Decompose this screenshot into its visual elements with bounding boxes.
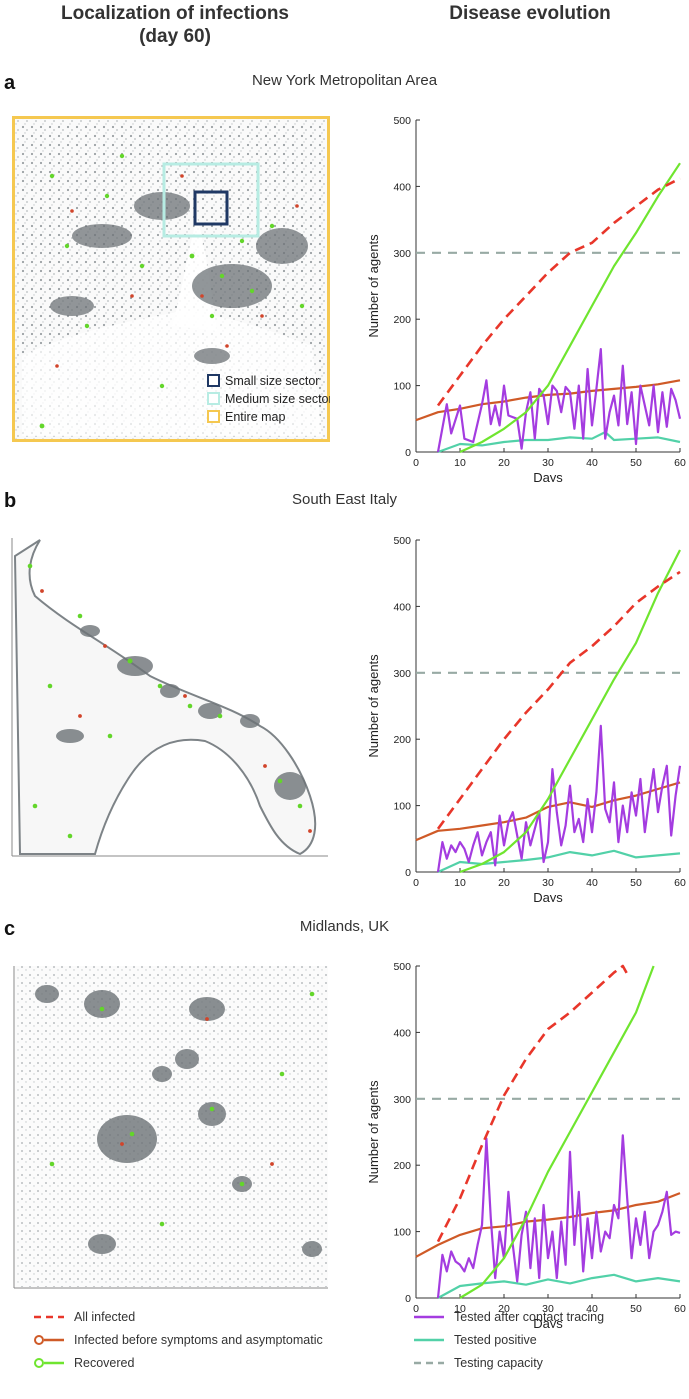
- series-line-all-infected: [436, 964, 632, 1243]
- y-tick-label: 400: [393, 1027, 411, 1039]
- legend-tested-positive: Tested positive: [412, 1333, 537, 1347]
- x-axis-label: Days: [533, 470, 563, 482]
- map-midlands-uk: [13, 966, 328, 1289]
- legend-swatch-all-infected: [34, 1315, 64, 1319]
- x-tick-label: 40: [586, 877, 598, 889]
- x-tick-label: 40: [586, 457, 598, 469]
- series-line-tested-tracing: [436, 724, 682, 873]
- x-tick-label: 30: [542, 877, 554, 889]
- x-tick-label: 0: [413, 877, 419, 889]
- legend-swatch-tested-tracing: [414, 1315, 444, 1319]
- y-tick-label: 200: [393, 314, 411, 326]
- left-column-header: Localization of infections (day 60): [60, 3, 289, 47]
- y-tick-label: 0: [405, 1293, 411, 1305]
- x-tick-label: 40: [586, 1303, 598, 1315]
- legend-label-testing-capacity: Testing capacity: [454, 1356, 543, 1370]
- y-tick-label: 300: [393, 668, 411, 680]
- y-tick-label: 100: [393, 801, 411, 813]
- y-tick-label: 0: [405, 447, 411, 459]
- y-tick-label: 400: [393, 181, 411, 193]
- panel-letter-c: c: [4, 918, 16, 940]
- panel-letter-b: b: [4, 490, 17, 512]
- series-line-infected-before: [415, 1192, 681, 1258]
- series-line-all-infected: [436, 177, 681, 407]
- medium-sector-box: [162, 162, 260, 238]
- y-tick-label: 500: [393, 535, 411, 547]
- x-tick-label: 0: [413, 457, 419, 469]
- y-axis-label: Number of agents: [366, 1080, 381, 1184]
- chart-new-york: 0 100 200 300 400 500 0 10 20 30 40 50 60 Days Number …: [366, 115, 686, 482]
- legend-tested-tracing: Tested after contact tracing: [412, 1310, 604, 1324]
- x-tick-label: 0: [413, 1303, 419, 1315]
- map-legend-medium: Medium size sector: [225, 392, 330, 406]
- legend-all-infected: All infected: [32, 1310, 135, 1324]
- entire-map-frame: [12, 116, 330, 442]
- right-column-header: Disease evolution: [449, 3, 611, 24]
- x-tick-label: 20: [498, 457, 510, 469]
- x-tick-label: 50: [630, 457, 642, 469]
- series-legend: All infected Infected before symptoms an…: [0, 1308, 689, 1388]
- series-line-all-infected: [436, 570, 681, 830]
- y-tick-label: 0: [405, 867, 411, 879]
- y-axis-label: Number of agents: [366, 654, 381, 758]
- legend-label-recovered: Recovered: [74, 1356, 135, 1370]
- x-tick-label: 60: [674, 1303, 686, 1315]
- x-tick-label: 20: [498, 1303, 510, 1315]
- chart-midlands-uk: 0 100 200 300 400 500 0 10 20 30 40 50 60 Days Number …: [366, 961, 686, 1328]
- y-tick-label: 300: [393, 1094, 411, 1106]
- x-axis-label: Days: [533, 890, 563, 902]
- y-tick-label: 400: [393, 601, 411, 613]
- map-legend: Small size sector Medium size sector Ent…: [207, 374, 330, 424]
- legend-swatch-tested-positive: [414, 1338, 444, 1342]
- legend-testing-capacity: Testing capacity: [412, 1356, 543, 1370]
- region-title-b: South East Italy: [291, 491, 398, 508]
- y-tick-label: 200: [393, 1160, 411, 1172]
- y-tick-label: 100: [393, 1227, 411, 1239]
- map-south-east-italy: [11, 538, 328, 857]
- legend-label-all-infected: All infected: [74, 1310, 136, 1324]
- series-line-tested-positive: [437, 849, 681, 874]
- x-tick-label: 30: [542, 1303, 554, 1315]
- legend-swatch-testing-capacity: [414, 1361, 444, 1365]
- x-tick-label: 60: [674, 457, 686, 469]
- x-tick-label: 10: [454, 457, 466, 469]
- legend-infected-before: Infected before symptoms and asymptomati…: [32, 1333, 323, 1347]
- x-axis-label: Days: [533, 1316, 563, 1328]
- y-tick-label: 300: [393, 248, 411, 260]
- region-title-c: Midlands, UK: [299, 918, 390, 935]
- y-tick-label: 200: [393, 734, 411, 746]
- legend-label-tested-positive: Tested positive: [454, 1333, 537, 1347]
- legend-recovered: Recovered: [32, 1356, 134, 1370]
- x-tick-label: 50: [630, 877, 642, 889]
- y-tick-label: 500: [393, 961, 411, 973]
- y-tick-label: 100: [393, 381, 411, 393]
- series-line-infected-before: [415, 781, 681, 842]
- x-tick-label: 10: [454, 877, 466, 889]
- series-line-recovered: [459, 965, 655, 1299]
- x-tick-label: 20: [498, 877, 510, 889]
- map-legend-small: Small size sector: [225, 374, 319, 388]
- map-new-york: Small size sector Medium size sector Ent…: [12, 116, 330, 442]
- chart-south-east-italy: 0 100 200 300 400 500 0 10 20 30 40 50 60 Days Number …: [366, 535, 686, 902]
- series-line-tested-positive: [437, 1273, 681, 1299]
- map-legend-entire: Entire map: [225, 410, 285, 424]
- panel-letter-a: a: [4, 72, 16, 94]
- x-tick-label: 30: [542, 457, 554, 469]
- x-tick-label: 50: [630, 1303, 642, 1315]
- region-title-a: New York Metropolitan Area: [251, 72, 438, 89]
- x-tick-label: 60: [674, 877, 686, 889]
- series-line-recovered: [459, 162, 681, 454]
- series-line-recovered: [459, 549, 681, 874]
- series-line-tested-tracing: [436, 1134, 681, 1299]
- y-tick-label: 500: [393, 115, 411, 127]
- small-sector-box: [193, 190, 229, 226]
- series-line-tested-tracing: [436, 348, 682, 453]
- y-axis-label: Number of agents: [366, 234, 381, 338]
- legend-label-tested-tracing: Tested after contact tracing: [454, 1310, 605, 1324]
- legend-swatch-infected-before: [34, 1335, 64, 1345]
- legend-label-infected-before: Infected before symptoms and asymptomati…: [74, 1333, 323, 1347]
- legend-swatch-recovered: [34, 1358, 64, 1368]
- x-tick-label: 10: [454, 1303, 466, 1315]
